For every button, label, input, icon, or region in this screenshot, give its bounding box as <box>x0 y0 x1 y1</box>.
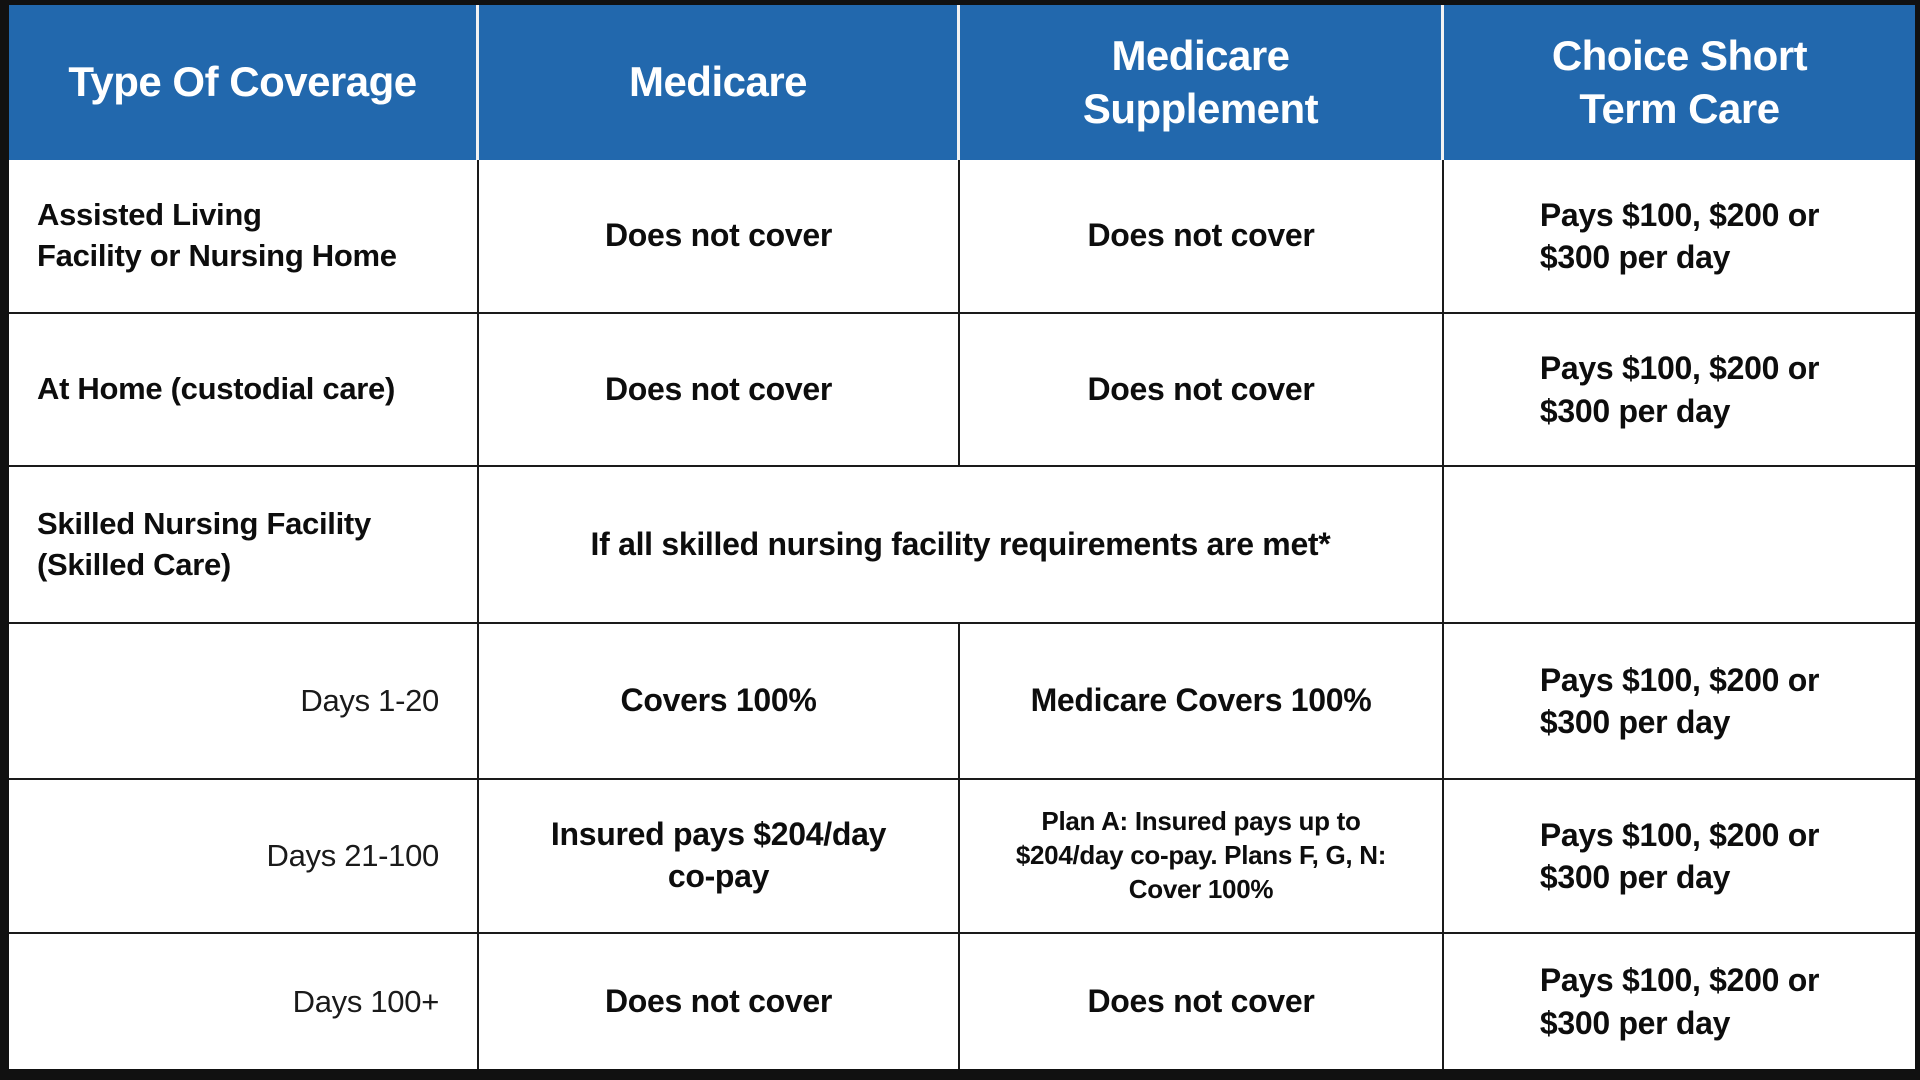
row-days-100-plus-label: Days 100+ <box>9 932 479 1069</box>
choice-amount-text: Pays $100, $200 or $300 per day <box>1539 661 1820 740</box>
row-days-21-100-supplement: Plan A: Insured pays up to $204/day co-p… <box>960 778 1444 932</box>
row-assisted-living-label: Assisted Living Facility or Nursing Home <box>9 160 479 312</box>
row-at-home-supplement: Does not cover <box>960 312 1444 465</box>
header-medicare-supplement: Medicare Supplement <box>960 5 1444 160</box>
row-assisted-living-choice: Pays $100, $200 or $300 per day <box>1444 160 1915 312</box>
header-type-of-coverage: Type Of Coverage <box>9 5 479 160</box>
table-grid: Type Of Coverage Medicare Medicare Suppl… <box>9 5 1915 1069</box>
row-days-1-20-choice: Pays $100, $200 or $300 per day <box>1444 622 1915 778</box>
choice-amount-text: Pays $100, $200 or $300 per day <box>1539 816 1820 895</box>
row-assisted-living-medicare: Does not cover <box>479 160 960 312</box>
row-days-100-plus-medicare: Does not cover <box>479 932 960 1069</box>
header-medicare: Medicare <box>479 5 960 160</box>
row-days-1-20-medicare: Covers 100% <box>479 622 960 778</box>
row-days-21-100-choice: Pays $100, $200 or $300 per day <box>1444 778 1915 932</box>
row-days-21-100-medicare: Insured pays $204/day co-pay <box>479 778 960 932</box>
choice-amount-text: Pays $100, $200 or $300 per day <box>1539 350 1820 429</box>
row-at-home-choice: Pays $100, $200 or $300 per day <box>1444 312 1915 465</box>
choice-amount-text: Pays $100, $200 or $300 per day <box>1539 962 1820 1041</box>
header-choice-short-term-care: Choice Short Term Care <box>1444 5 1915 160</box>
row-at-home-medicare: Does not cover <box>479 312 960 465</box>
row-skilled-nursing-merged-note: If all skilled nursing facility requirem… <box>479 465 1444 622</box>
row-days-21-100-label: Days 21-100 <box>9 778 479 932</box>
row-skilled-nursing-label: Skilled Nursing Facility (Skilled Care) <box>9 465 479 622</box>
row-at-home-label: At Home (custodial care) <box>9 312 479 465</box>
row-days-100-plus-choice: Pays $100, $200 or $300 per day <box>1444 932 1915 1069</box>
row-skilled-nursing-choice-empty <box>1444 465 1915 622</box>
row-assisted-living-supplement: Does not cover <box>960 160 1444 312</box>
row-days-1-20-label: Days 1-20 <box>9 622 479 778</box>
row-days-1-20-supplement: Medicare Covers 100% <box>960 622 1444 778</box>
choice-amount-text: Pays $100, $200 or $300 per day <box>1539 196 1820 275</box>
row-days-100-plus-supplement: Does not cover <box>960 932 1444 1069</box>
